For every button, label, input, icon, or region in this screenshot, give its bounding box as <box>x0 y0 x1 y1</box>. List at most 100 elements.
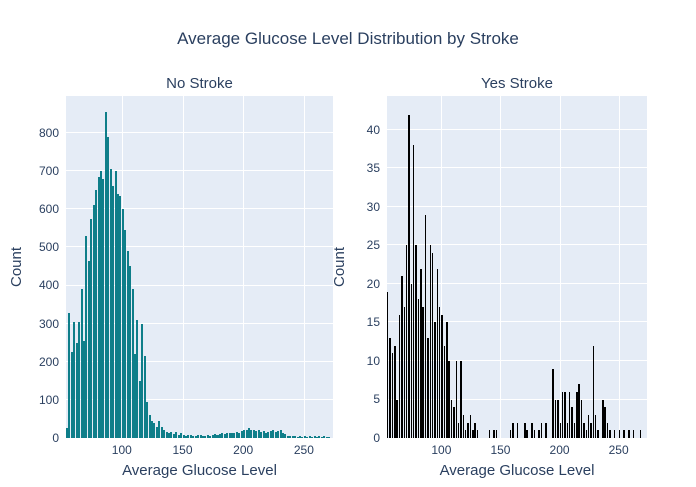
histogram-bar <box>450 399 453 438</box>
y-tick-label: 30 <box>366 199 380 214</box>
histogram-bar <box>114 171 117 438</box>
histogram-bar <box>160 427 163 438</box>
gridline-y <box>387 244 647 246</box>
histogram-bar <box>238 432 241 438</box>
histogram-bar <box>524 422 526 438</box>
subplot-title-no-stroke: No Stroke <box>166 75 233 92</box>
histogram-bar <box>465 430 467 438</box>
plot-area-no-stroke[interactable] <box>66 96 333 438</box>
gridline-y <box>66 246 333 248</box>
histogram-bar <box>133 354 136 438</box>
histogram-bar <box>267 431 270 438</box>
histogram-bar <box>138 380 141 438</box>
histogram-bar <box>121 209 124 438</box>
histogram-bar <box>564 391 566 438</box>
histogram-bar <box>469 414 472 438</box>
histogram-bar <box>116 194 119 438</box>
histogram-bar <box>429 245 431 438</box>
histogram-bar <box>318 436 321 438</box>
histogram-bar <box>571 407 573 438</box>
histogram-bar <box>394 345 396 438</box>
histogram-bar <box>243 430 246 438</box>
gridline-x <box>441 96 443 438</box>
histogram-bar <box>495 430 498 438</box>
histogram-bar <box>153 422 156 438</box>
histogram-bar <box>294 436 297 438</box>
plot-area-yes-stroke[interactable] <box>387 96 647 438</box>
histogram-bar <box>604 407 606 438</box>
histogram-bar <box>595 414 597 438</box>
histogram-bar <box>533 430 535 438</box>
histogram-bar <box>90 218 93 438</box>
histogram-bar <box>209 435 212 438</box>
histogram-bar <box>97 176 100 438</box>
histogram-bar <box>136 319 139 438</box>
histogram-bar <box>587 414 590 438</box>
histogram-bar <box>420 268 422 438</box>
x-axis-title-left: Average Glucose Level <box>122 462 277 479</box>
histogram-bar <box>148 415 151 438</box>
histogram-bar <box>68 312 71 438</box>
histogram-bar <box>99 171 102 438</box>
histogram-bar <box>187 434 190 438</box>
histogram-bar <box>576 391 578 438</box>
histogram-bar <box>545 422 547 438</box>
histogram-bar <box>279 429 282 438</box>
histogram-bar <box>218 434 221 438</box>
histogram-bar <box>308 436 311 438</box>
histogram-bar <box>141 323 144 438</box>
histogram-bar <box>573 422 576 438</box>
histogram-bar <box>303 436 306 438</box>
gridline-x <box>618 96 620 438</box>
x-tick-label: 100 <box>111 443 132 457</box>
histogram-bar <box>255 431 258 438</box>
histogram-bar <box>228 432 231 438</box>
histogram-bar <box>455 360 457 438</box>
histogram-bar <box>431 253 434 438</box>
histogram-bar <box>493 430 495 438</box>
histogram-bar <box>509 430 512 438</box>
histogram-bar <box>311 436 314 438</box>
y-tick-label: 0 <box>373 431 380 445</box>
gridline-y <box>66 208 333 210</box>
histogram-bar <box>512 422 514 438</box>
gridline-y <box>387 128 647 130</box>
gridline-y <box>387 398 647 400</box>
histogram-bar <box>472 430 474 438</box>
histogram-bar <box>526 430 528 438</box>
y-tick-label: 40 <box>366 122 380 137</box>
gridline-x <box>303 96 305 438</box>
histogram-bar <box>424 214 427 438</box>
histogram-bar <box>177 434 180 438</box>
histogram-bar <box>396 399 398 438</box>
gridline-y <box>387 359 647 361</box>
histogram-bar <box>632 430 635 438</box>
histogram-bar <box>557 399 559 438</box>
y-tick-label: 600 <box>38 202 59 217</box>
histogram-bar <box>291 436 294 438</box>
histogram-bar <box>235 431 238 438</box>
histogram-bar <box>434 322 436 438</box>
x-tick-label: 200 <box>549 443 570 457</box>
gridline-x <box>182 96 184 438</box>
histogram-bar <box>405 245 408 438</box>
histogram-bar <box>274 431 277 438</box>
histogram-bar <box>623 430 625 438</box>
y-tick-label: 300 <box>38 316 59 331</box>
histogram-bar <box>245 429 248 438</box>
histogram-bar <box>87 260 90 438</box>
subplot-title-yes-stroke: Yes Stroke <box>481 75 553 92</box>
histogram-bar <box>398 314 401 438</box>
histogram-bar <box>129 266 132 438</box>
histogram-bar <box>163 430 166 438</box>
histogram-bar <box>252 430 255 438</box>
chart-title: Average Glucose Level Distribution by St… <box>177 29 519 48</box>
histogram-bar <box>250 429 253 438</box>
histogram-bar <box>95 190 98 438</box>
histogram-bar <box>410 283 413 438</box>
histogram-bar <box>296 436 299 438</box>
histogram-bar <box>175 432 178 438</box>
histogram-bar <box>583 422 585 438</box>
histogram-bar <box>146 401 149 438</box>
histogram-bar <box>155 426 158 438</box>
